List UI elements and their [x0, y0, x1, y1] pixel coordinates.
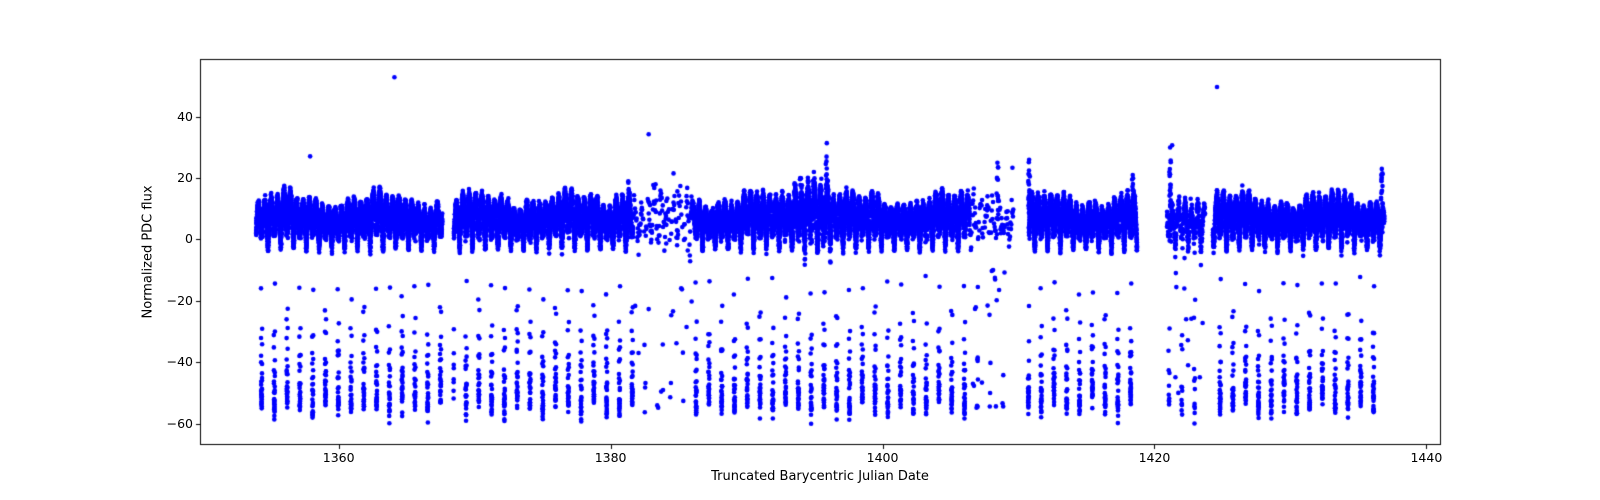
x-tick-label: 1440 [1410, 450, 1443, 465]
x-axis-label: Truncated Barycentric Julian Date [711, 469, 929, 484]
y-tick-label: −40 [166, 354, 193, 370]
y-tick-label: 0 [185, 231, 193, 247]
x-tick-label: 1420 [1138, 450, 1171, 465]
y-tick-label: 40 [177, 108, 193, 124]
x-tick-label: 1400 [866, 450, 899, 465]
x-tick-label: 1360 [322, 450, 355, 465]
y-tick-label: −60 [166, 415, 193, 431]
y-tick-label: 20 [177, 170, 193, 186]
x-tick-label: 1380 [594, 450, 627, 465]
y-tick-label: −20 [166, 292, 193, 308]
